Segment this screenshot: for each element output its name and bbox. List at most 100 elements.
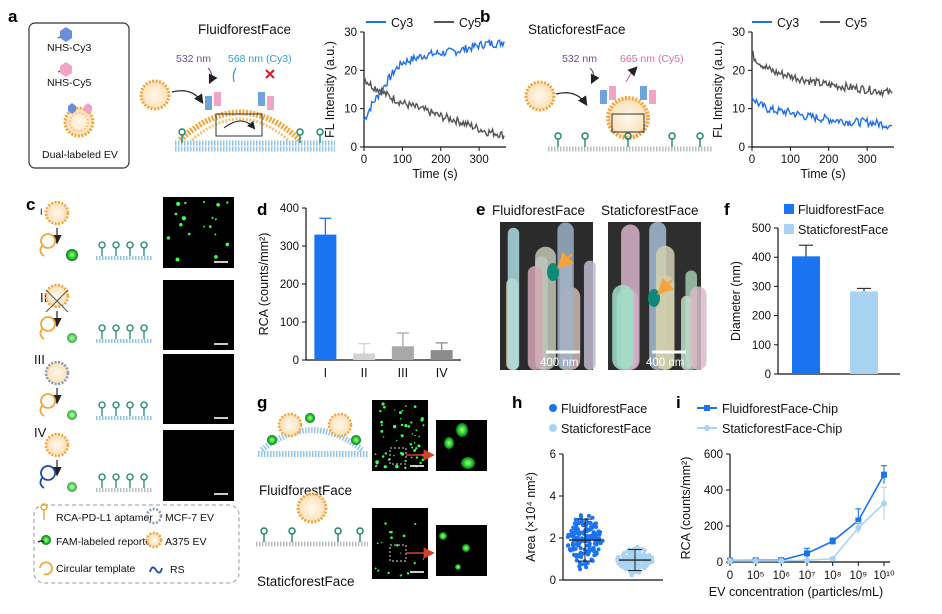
scatter-point (571, 552, 576, 557)
panel-a-schematic: NHS-Cy3 NHS-Cy5 Dual-labeled EV Fluidfor… (28, 22, 335, 169)
data-point (855, 517, 862, 524)
x-tick-label: 10⁶ (773, 570, 791, 582)
scatter-point (636, 562, 641, 567)
series-line-Cy3 (751, 96, 893, 131)
scatter-point (572, 526, 577, 531)
x-tick-label: 0 (361, 154, 367, 166)
scatter-point (635, 553, 640, 558)
wavelength-665: 665 nm (Cy5) (620, 53, 684, 65)
scatter-point (626, 550, 631, 555)
ev-highlight-static (648, 289, 660, 307)
scatter-point (568, 533, 573, 538)
y-tick-label: 600 (704, 449, 723, 461)
x-axis-title: Time (s) (412, 167, 457, 181)
legend-aptamer: RCA-PD-L1 aptamer (56, 512, 153, 524)
panel-label-f: f (724, 200, 730, 219)
y-axis-title: FL Intensity (a.u.) (711, 41, 725, 138)
y-tick-label: 20 (344, 65, 357, 77)
panel-b-schematic: StaticforestFace 532 nm 665 nm (Cy5) (524, 22, 712, 152)
panel-label-a: a (8, 7, 18, 26)
scatter-point (644, 563, 649, 568)
circular-template-icon (39, 561, 53, 576)
scatter-point (618, 562, 623, 567)
scatter-point (596, 529, 601, 534)
scatter-point (581, 551, 586, 556)
cross-icon (265, 69, 275, 79)
cy5-molecule-icon (57, 62, 72, 77)
legend-swatch (549, 424, 557, 432)
panel-label-h: h (512, 393, 522, 412)
scatter-point (579, 562, 584, 567)
reporter-icon (41, 535, 51, 545)
bar-IV (430, 350, 453, 360)
scatter-point (596, 547, 601, 552)
wavelength-532-a: 532 nm (176, 53, 211, 65)
y-tick-label: 2 (550, 533, 556, 545)
scatter-point (584, 543, 589, 548)
data-point (752, 557, 759, 564)
scatter-point (577, 540, 582, 545)
chart-i-rca-concentration: 0 200 400 600 0 10⁵ 10⁶ 10⁷ 10⁸ 10⁹ 10¹⁰ EV concent… (679, 402, 895, 599)
legend-a375: A375 EV (165, 536, 206, 548)
legend-label: FluidforestFace-Chip (722, 402, 838, 416)
sem-label-fluid: FluidforestFace (492, 203, 585, 218)
fluorescence-image-IV (163, 430, 234, 501)
scatter-point (575, 535, 580, 540)
legend-swatch (784, 204, 794, 214)
legend-label: FluidforestFace (798, 203, 884, 217)
series-line-Cy5 (363, 78, 505, 140)
fluorescence-image-II (163, 280, 234, 350)
y-tick-label: 200 (752, 311, 771, 323)
x-tick-label: 10¹⁰ (873, 570, 895, 582)
scatter-point (594, 542, 599, 547)
legend-cy5: NHS-Cy5 (47, 77, 91, 89)
data-point (881, 500, 887, 507)
scatter-point (637, 556, 642, 561)
scatter-point (591, 545, 596, 550)
data-point (881, 471, 887, 478)
x-tick-label: 10⁸ (824, 570, 842, 582)
legend-label: StaticforestFace (561, 422, 651, 436)
scatter-point (588, 520, 593, 525)
scatter-point (586, 550, 591, 555)
sem-scale-fluid: 400 nm (540, 357, 578, 369)
scatter-point (593, 521, 598, 526)
a375-ev-icon (145, 531, 163, 549)
scatter-point (583, 561, 588, 566)
y-tick-label: 20 (732, 65, 745, 77)
row-label-IV: IV (34, 425, 47, 440)
dual-labeled-ev-icon (63, 103, 95, 138)
legend-label-Cy3: Cy3 (777, 16, 799, 30)
rs-icon (149, 566, 163, 574)
bar-III (391, 346, 414, 360)
zoom-box (215, 113, 263, 137)
legend-swatch (549, 404, 557, 412)
scatter-point (589, 557, 594, 562)
data-point (829, 538, 836, 545)
scatter-point (642, 566, 647, 571)
g-image-static (372, 508, 428, 579)
series-line-Cy3 (363, 38, 505, 121)
panel-c-schematic: I II III IV RCA-PD-L1 aptamer MCF-7 EV F… (33, 197, 240, 584)
scatter-point (579, 514, 584, 519)
scatter-point (579, 554, 584, 559)
y-tick-label: 500 (752, 223, 771, 235)
panel-c-legend (33, 504, 240, 584)
x-tick-label: 200 (431, 154, 450, 166)
panel-label-b: b (480, 7, 490, 26)
y-axis-title: RCA (counts/mm²) (257, 233, 271, 336)
legend-template: Circular template (56, 563, 136, 575)
scatter-point (625, 555, 630, 560)
legend-cy3: NHS-Cy3 (47, 42, 91, 54)
legend-label-Cy3: Cy3 (391, 16, 413, 30)
panel-label-i: i (676, 393, 681, 412)
panel-label-c: c (26, 195, 35, 214)
data-point (829, 555, 836, 562)
scatter-point (629, 573, 634, 578)
x-tick-label: III (398, 366, 408, 380)
scatter-point (570, 547, 575, 552)
legend-box (28, 22, 130, 169)
scatter-point (574, 558, 579, 563)
fluorescence-image-I (163, 197, 234, 268)
